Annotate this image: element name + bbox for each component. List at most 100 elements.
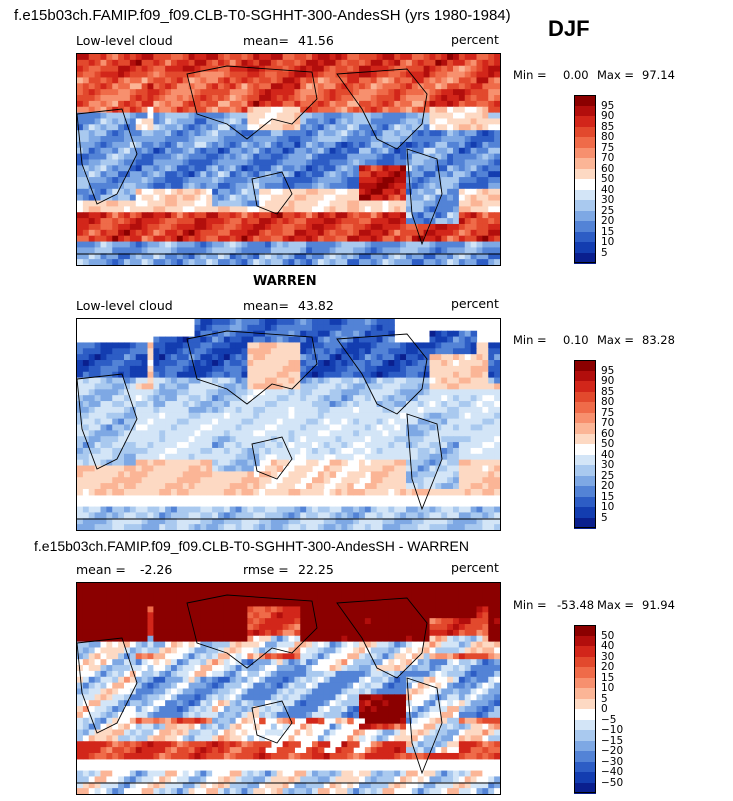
map-cell — [218, 112, 225, 120]
map-cell — [347, 371, 354, 379]
map-cell — [388, 447, 395, 455]
map-cell — [329, 524, 337, 530]
map-cell — [317, 512, 325, 519]
map-cell — [194, 424, 201, 431]
map-cell — [406, 89, 413, 96]
map-cell — [206, 442, 213, 449]
map-cell — [223, 112, 231, 120]
map-cell — [312, 488, 319, 496]
map-cell — [335, 377, 342, 385]
map-cell — [112, 54, 119, 61]
map-cell — [147, 259, 154, 265]
map-cell — [453, 194, 460, 202]
map-cell — [265, 506, 272, 514]
coastline — [336, 68, 428, 150]
map-cell — [100, 182, 107, 190]
map-cell — [212, 241, 219, 249]
map-cell — [165, 147, 172, 155]
map-cell — [300, 406, 307, 414]
map-cell — [494, 377, 500, 385]
map-cell — [188, 159, 196, 166]
map-cell — [212, 453, 219, 461]
map-cell — [364, 324, 372, 332]
map-cell — [159, 377, 166, 385]
map-cell — [223, 159, 231, 166]
map-cell — [388, 206, 395, 213]
map-cell — [182, 371, 190, 379]
map-cell — [106, 412, 113, 420]
map-cell — [488, 524, 495, 530]
map-cell — [194, 442, 201, 449]
map-cell — [129, 188, 137, 196]
map-cell — [77, 395, 84, 402]
map-cell — [400, 259, 407, 265]
map-cell — [364, 488, 372, 496]
map-cell — [229, 165, 237, 172]
map-cell — [323, 360, 331, 367]
map-cell — [288, 483, 295, 490]
map-cell — [359, 471, 366, 478]
map-cell — [259, 418, 266, 426]
map-cell — [323, 377, 331, 385]
map-cell — [147, 95, 154, 102]
map-cell — [223, 136, 231, 143]
map-cell — [147, 442, 154, 449]
map-cell — [212, 488, 219, 496]
map-cell — [453, 182, 460, 190]
map-cell — [223, 383, 231, 390]
map-cell — [106, 471, 113, 478]
map-cell — [77, 259, 84, 265]
map-cell — [229, 95, 237, 102]
map-cell — [294, 194, 301, 202]
map-cell — [259, 354, 266, 361]
map-cell — [312, 124, 319, 131]
map-cell — [453, 401, 460, 408]
map-cell — [118, 188, 125, 196]
map-cell — [464, 336, 472, 344]
map-cell — [406, 524, 413, 530]
map-cell — [329, 406, 337, 414]
map-cell — [247, 65, 254, 73]
panel3-map — [76, 582, 501, 795]
map-cell — [488, 71, 495, 79]
map-cell — [341, 319, 348, 326]
map-cell — [276, 141, 284, 149]
map-cell — [376, 147, 384, 155]
map-cell — [106, 171, 113, 178]
map-cell — [323, 401, 331, 408]
map-cell — [153, 100, 160, 108]
map-cell — [188, 182, 196, 190]
map-cell — [276, 77, 284, 84]
map-cell — [453, 360, 460, 367]
map-cell — [282, 401, 290, 408]
map-cell — [341, 100, 348, 108]
map-cell — [482, 524, 489, 530]
map-cell — [88, 342, 96, 349]
map-cell — [323, 471, 331, 478]
map-cell — [188, 194, 196, 202]
map-cell — [458, 436, 466, 443]
map-cell — [300, 447, 307, 455]
map-cell — [294, 182, 301, 190]
map-cell — [306, 89, 313, 96]
map-cell — [241, 159, 248, 166]
map-cell — [423, 442, 431, 449]
map-cell — [394, 354, 401, 361]
map-cell — [312, 188, 319, 196]
map-cell — [188, 165, 196, 172]
map-cell — [329, 447, 337, 455]
map-cell — [282, 171, 290, 178]
map-cell — [118, 442, 125, 449]
colorbar-swatch — [574, 475, 596, 487]
map-cell — [124, 471, 131, 478]
map-cell — [159, 229, 166, 237]
map-cell — [300, 206, 307, 213]
map-cell — [100, 106, 107, 114]
map-cell — [400, 424, 407, 431]
map-cell — [423, 100, 431, 108]
map-cell — [176, 348, 184, 355]
map-cell — [276, 147, 284, 155]
map-cell — [312, 177, 319, 184]
map-cell — [124, 130, 131, 137]
map-cell — [253, 182, 260, 190]
